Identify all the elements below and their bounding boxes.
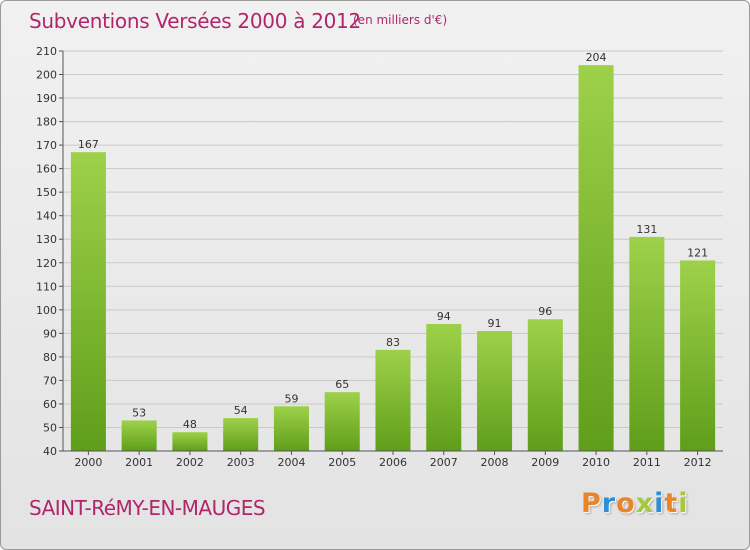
y-tick-label: 200: [36, 69, 57, 82]
bar-value-label: 204: [586, 51, 607, 64]
bar: [121, 420, 157, 451]
bar: [324, 392, 360, 451]
bar-value-label: 54: [234, 404, 248, 417]
bar: [477, 331, 513, 451]
y-tick-label: 160: [36, 163, 57, 176]
bar: [70, 152, 106, 452]
x-tick-label: 2000: [74, 456, 102, 469]
bar-value-label: 65: [335, 378, 349, 391]
y-tick-label: 70: [43, 374, 57, 387]
y-tick-label: 170: [36, 139, 57, 152]
bar-value-label: 48: [183, 418, 197, 431]
y-tick-label: 210: [36, 45, 57, 58]
bar: [629, 236, 665, 451]
commune-name: SAINT-RéMY-EN-MAUGES: [29, 496, 266, 520]
y-tick-label: 190: [36, 92, 57, 105]
y-tick-label: 90: [43, 327, 57, 340]
y-tick-label: 120: [36, 257, 57, 270]
x-tick-label: 2005: [328, 456, 356, 469]
bar-value-label: 91: [488, 317, 502, 330]
y-tick-label: 40: [43, 445, 57, 458]
bar-value-label: 94: [437, 310, 451, 323]
y-tick-label: 80: [43, 351, 57, 364]
y-tick-label: 60: [43, 398, 57, 411]
bar: [223, 418, 259, 451]
bar: [680, 260, 716, 451]
x-tick-label: 2008: [481, 456, 509, 469]
x-tick-label: 2007: [430, 456, 458, 469]
x-tick-label: 2010: [582, 456, 610, 469]
chart-title: Subventions Versées 2000 à 2012: [29, 9, 361, 33]
y-tick-label: 130: [36, 233, 57, 246]
bar: [527, 319, 563, 451]
x-tick-label: 2001: [125, 456, 153, 469]
x-tick-label: 2004: [277, 456, 305, 469]
bar-value-label: 59: [284, 392, 298, 405]
bar: [578, 65, 614, 451]
x-tick-label: 2002: [176, 456, 204, 469]
y-tick-label: 180: [36, 116, 57, 129]
y-tick-label: 140: [36, 210, 57, 223]
bar: [273, 406, 309, 451]
bar-value-label: 121: [687, 246, 708, 259]
y-tick-label: 100: [36, 304, 57, 317]
x-tick-label: 2006: [379, 456, 407, 469]
bar-value-label: 83: [386, 336, 400, 349]
x-tick-label: 2012: [684, 456, 712, 469]
y-tick-label: 110: [36, 280, 57, 293]
bar-value-label: 131: [636, 223, 657, 236]
x-tick-label: 2003: [227, 456, 255, 469]
x-tick-label: 2011: [633, 456, 661, 469]
proxiti-logo: Proxiti: [581, 488, 689, 519]
bar: [375, 349, 411, 451]
bar-value-label: 53: [132, 406, 146, 419]
y-tick-label: 50: [43, 421, 57, 434]
bar: [172, 432, 208, 451]
x-tick-label: 2009: [531, 456, 559, 469]
chart-unit: (en milliers d'€): [353, 13, 448, 27]
bar: [426, 323, 462, 451]
bar-value-label: 96: [538, 305, 552, 318]
y-tick-label: 150: [36, 186, 57, 199]
bar-value-label: 167: [78, 138, 99, 151]
